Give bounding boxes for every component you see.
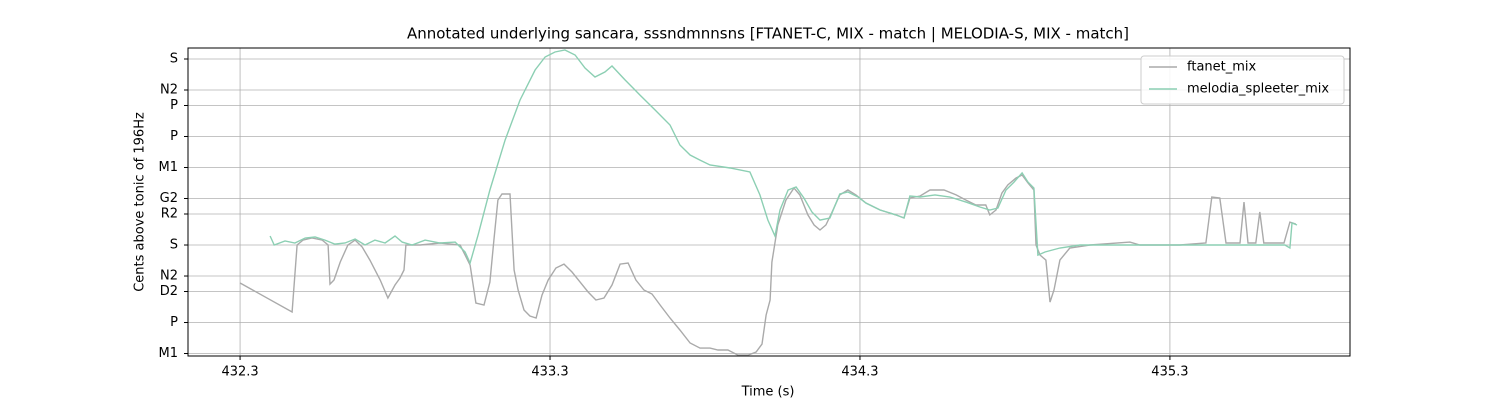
y-tick-label: M1 [159, 160, 179, 175]
y-tick-label: P [170, 315, 178, 330]
x-tick-label: 434.3 [841, 365, 878, 380]
legend-label: ftanet_mix [1187, 60, 1257, 75]
y-tick-label: R2 [161, 207, 178, 222]
y-tick-label: N2 [160, 83, 178, 98]
y-tick-label: P [170, 98, 178, 113]
x-axis-label: Time (s) [741, 385, 795, 400]
data-line [269, 49, 1298, 266]
y-tick-label: G2 [160, 191, 178, 206]
y-tick-label: S [170, 238, 178, 253]
chart-title: Annotated underlying sancara, sssndmnnsn… [407, 25, 1129, 43]
x-tick-label: 433.3 [531, 365, 568, 380]
y-tick-label: P [170, 129, 178, 144]
y-tick-label: M1 [159, 346, 179, 361]
data-line [239, 174, 1297, 356]
legend-box [1140, 55, 1345, 105]
axes-frame [187, 47, 1351, 357]
y-tick-label: D2 [160, 284, 178, 299]
y-axis-label: Cents above tonic of 196Hz [133, 112, 148, 292]
x-tick-label: 435.3 [1151, 365, 1188, 380]
y-tick-label: S [170, 52, 178, 67]
x-tick-label: 432.3 [221, 365, 258, 380]
legend-label: melodia_spleeter_mix [1187, 82, 1329, 97]
y-tick-label: N2 [160, 269, 178, 284]
